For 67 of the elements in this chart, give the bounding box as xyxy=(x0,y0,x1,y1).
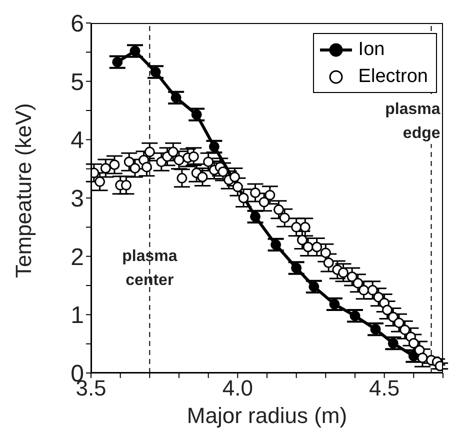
point xyxy=(291,222,302,232)
x-tick-label: 4.0 xyxy=(222,376,253,401)
point xyxy=(417,352,428,364)
point xyxy=(308,281,320,292)
point xyxy=(264,190,276,200)
point xyxy=(141,162,152,172)
legend-label: Electron xyxy=(358,65,428,89)
point xyxy=(130,46,140,56)
point xyxy=(203,156,214,168)
point xyxy=(338,267,349,278)
point xyxy=(112,56,123,68)
point xyxy=(358,284,370,296)
point xyxy=(279,212,290,224)
point xyxy=(109,159,120,170)
point xyxy=(150,66,161,78)
y-tick-label: 5 xyxy=(70,68,84,96)
point xyxy=(191,109,202,120)
ref-line-label: plasma center xyxy=(122,248,178,289)
point xyxy=(352,278,364,288)
point xyxy=(302,242,314,252)
point xyxy=(250,211,261,222)
x-tick-label: 4.5 xyxy=(369,376,400,401)
point xyxy=(350,310,360,322)
point xyxy=(320,248,331,258)
point xyxy=(394,318,404,328)
point xyxy=(400,324,410,336)
point xyxy=(120,180,132,190)
point xyxy=(291,262,302,274)
y-tick-label: 2 xyxy=(70,244,84,271)
point xyxy=(323,257,334,268)
point xyxy=(188,151,199,162)
point xyxy=(174,154,184,166)
x-axis-title: Major radius (m) xyxy=(186,403,348,428)
y-tick-label: 6 xyxy=(70,10,84,38)
y-tick-label: 1 xyxy=(70,302,84,330)
point xyxy=(250,187,261,198)
point xyxy=(367,284,378,296)
point xyxy=(229,172,240,182)
point xyxy=(329,298,340,310)
point xyxy=(168,146,178,158)
point xyxy=(144,146,155,158)
point xyxy=(346,271,358,282)
point xyxy=(94,176,106,187)
point xyxy=(130,162,140,174)
point xyxy=(208,141,220,152)
y-tick-label: 3 xyxy=(70,186,84,213)
point xyxy=(408,338,419,349)
point xyxy=(258,196,270,208)
y-tick-label: 4 xyxy=(70,127,84,154)
point xyxy=(218,166,228,178)
point xyxy=(382,304,393,316)
point xyxy=(100,162,111,174)
point xyxy=(124,156,134,168)
point xyxy=(197,172,208,182)
point xyxy=(238,192,249,204)
point xyxy=(270,239,282,250)
point xyxy=(312,242,322,252)
point xyxy=(232,182,243,192)
point xyxy=(370,324,381,335)
point xyxy=(300,222,310,232)
point xyxy=(273,204,284,215)
point xyxy=(176,172,188,184)
point xyxy=(170,92,182,103)
point xyxy=(296,234,308,246)
ref-line-label: plasma edge xyxy=(385,101,440,142)
legend-label: Ion xyxy=(358,38,385,62)
y-axis-title: Tempeature (keV) xyxy=(10,103,36,278)
